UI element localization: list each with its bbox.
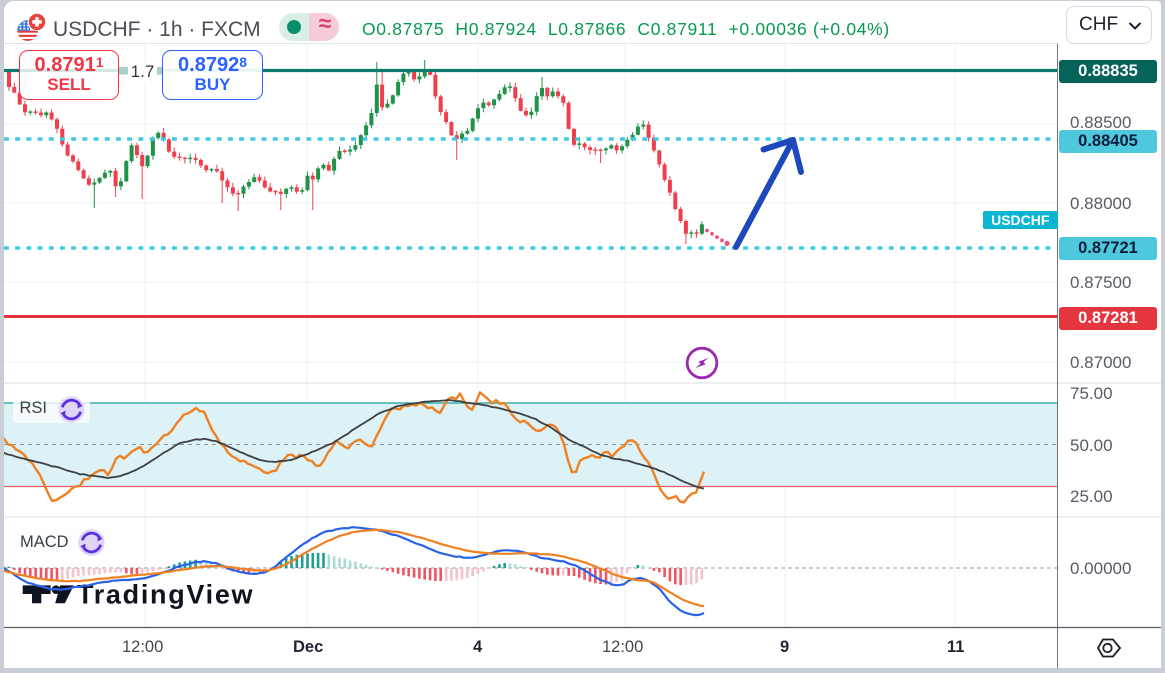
svg-text:TradingView: TradingView [77, 579, 254, 609]
